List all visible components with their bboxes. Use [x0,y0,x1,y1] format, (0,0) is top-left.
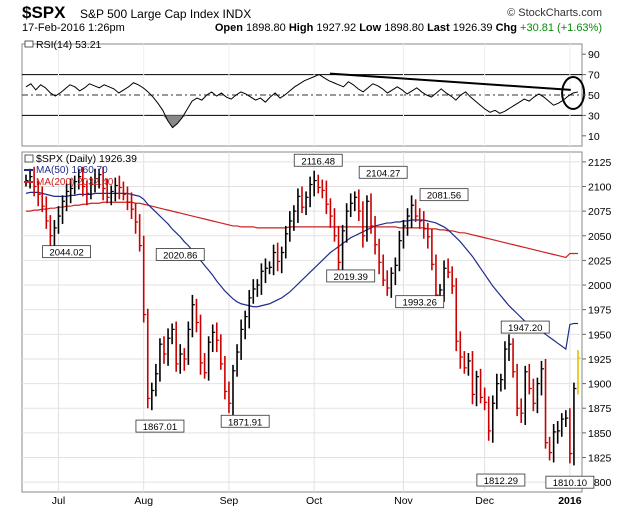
price-tick-label: 1900 [588,379,612,391]
rsi-line [25,74,579,129]
price-label: 1812.29 [484,476,518,487]
price-label: 2044.02 [49,248,83,259]
price-gridlines [22,152,582,492]
rsi-y-axis: 10 30 50 70 90 [582,49,600,143]
price-tick-label: 1950 [588,329,612,341]
x-tick-label: 2016 [558,495,582,507]
index-name: S&P 500 Large Cap Index INDX [80,7,252,21]
price-panel: 1800182518501875190019251950197520002025… [21,151,612,507]
price-y-axis: 1800182518501875190019251950197520002025… [582,157,612,489]
open-value: 1898.80 [246,22,286,34]
rsi-panel: 10 30 50 70 90 RSI(14) 53.21 [21,39,600,147]
x-tick-label: Oct [306,495,322,507]
price-series [25,166,581,466]
ma200-legend: MA(200) 2032.40 [36,177,114,188]
price-label-box [500,320,550,334]
low-value: 1898.80 [384,22,425,34]
rsi-gridlines [22,44,582,146]
price-tick-label: 2000 [588,280,612,292]
x-tick-label: Jul [52,495,65,507]
x-tick-label: Aug [134,495,153,507]
price-label: 2081.56 [427,191,461,202]
source-label: © StockCharts.com [507,7,602,19]
price-label-box [358,165,408,179]
price-tick-label: 2125 [588,157,612,169]
rsi-annotation-circle [561,75,586,110]
price-legend: $SPX (Daily) 1926.39 MA(50) 1960.70 MA(2… [24,153,137,188]
x-tick-label: Nov [394,495,413,507]
price-legend-title: $SPX (Daily) 1926.39 [36,153,137,165]
rsi-series [25,72,586,129]
price-label: 2020.86 [163,250,197,261]
low-label: Low [359,22,382,34]
last-value: 1926.39 [452,22,493,34]
ma200-line [26,201,578,259]
price-label-box [419,188,469,202]
high-label: High [288,22,314,34]
price-legend-swatch [24,154,34,163]
price-tick-label: 1925 [588,354,612,366]
rsi-tick-label: 50 [588,90,600,102]
price-label-box [42,245,91,259]
price-tick-label: 2075 [588,206,612,218]
price-label-box [293,153,343,167]
ma50-line [25,191,578,351]
chg-label: Chg [495,22,517,34]
rsi-legend-swatch [24,40,34,48]
price-label: 1947.20 [508,323,542,334]
price-label: 2116.48 [301,156,335,167]
rsi-legend: RSI(14) 53.21 [36,39,102,51]
symbol-title: $SPX [22,3,66,22]
price-label-box [326,269,376,283]
chg-value: +30.81 (+1.63%) [520,22,602,34]
price-tick-label: 1975 [588,305,612,317]
price-label: 1993.26 [403,298,437,309]
price-label-box [545,475,595,489]
price-label: 1810.10 [553,478,587,489]
price-label-box [220,414,270,428]
quote-date: 17-Feb-2016 1:26pm [22,22,125,34]
price-tick-label: 2025 [588,255,612,267]
price-tick-label: 2050 [588,231,612,243]
x-tick-label: Sep [220,495,239,507]
price-annotations: 2044.02 1867.01 2020.86 1871.91 2116.48 2019.… [42,153,595,489]
price-label-box [395,295,445,309]
rsi-tick-label: 10 [588,131,600,143]
price-label-box [155,248,205,261]
price-tick-label: 1875 [588,403,612,415]
rsi-tick-label: 30 [588,110,600,122]
price-label-box [476,473,526,487]
price-label: 1871.91 [228,417,262,428]
quote-values: Open 1898.80 High 1927.92 Low 1898.80 La… [215,22,602,34]
open-label: Open [214,22,243,34]
ma50-legend: MA(50) 1960.70 [36,165,108,176]
price-tick-label: 2100 [588,181,612,193]
price-label-box [135,419,185,433]
x-tick-label: Dec [475,495,494,507]
price-tick-label: 1850 [588,428,612,440]
x-axis: JulAugSepOctNovDec2016Feb [52,495,582,507]
rsi-tick-label: 90 [588,49,600,61]
price-label: 2104.27 [366,168,400,179]
high-value: 1927.92 [316,22,357,34]
price-label: 1867.01 [143,422,177,433]
last-label: Last [427,22,450,34]
rsi-trendline [329,72,571,91]
rsi-tick-label: 70 [588,70,600,82]
price-tick-label: 1825 [588,453,612,465]
price-label: 2019.39 [334,272,368,283]
